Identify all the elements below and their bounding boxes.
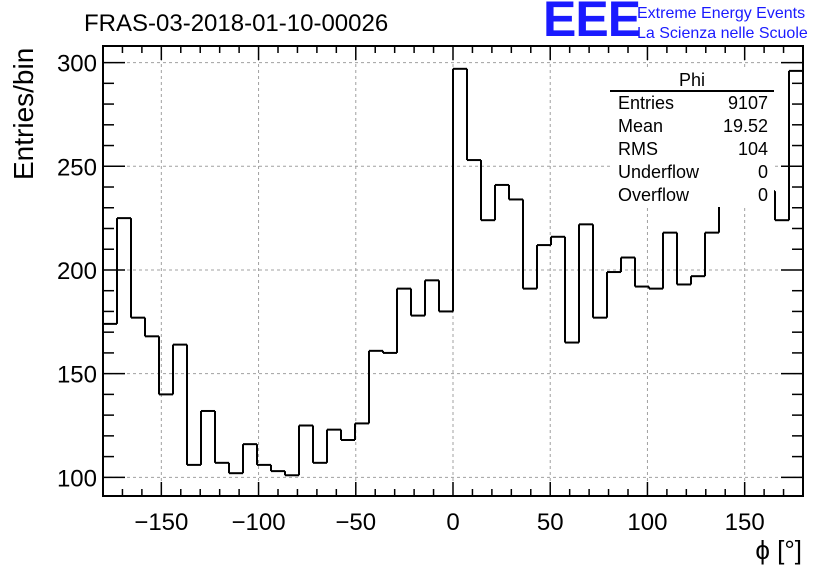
stats-row-mean: Mean 19.52	[610, 115, 774, 138]
y-tick-label: 150	[57, 362, 97, 389]
stats-row-entries: Entries 9107	[610, 92, 774, 115]
stats-label: Underflow	[618, 162, 700, 182]
eee-logo-line1: Extreme Energy Events	[637, 5, 806, 22]
x-tick-label: −100	[232, 509, 286, 536]
stats-value: 0	[757, 162, 768, 182]
x-tick-label: 0	[446, 509, 459, 536]
y-tick-label: 300	[57, 51, 97, 78]
stats-row-rms: RMS 104	[610, 138, 774, 161]
x-tick-label: −150	[134, 509, 188, 536]
stats-label: RMS	[618, 139, 658, 159]
stats-box: Phi Entries 9107 Mean 19.52 RMS 104 Underflow 0…	[610, 70, 774, 207]
stats-label: Overflow	[618, 185, 690, 205]
chart-title: FRAS-03-2018-01-10-00026	[84, 10, 389, 37]
stats-row-underflow: Underflow 0	[610, 161, 774, 184]
x-tick-label: 150	[725, 509, 765, 536]
stats-value: 19.52	[722, 116, 768, 136]
stats-rows: Entries 9107 Mean 19.52 RMS 104 Underflow 0 Over…	[610, 92, 774, 207]
eee-logo: EEE	[543, 0, 641, 47]
y-tick-label: 100	[57, 465, 97, 492]
stats-row-overflow: Overflow 0	[610, 184, 774, 207]
stats-value: 104	[737, 139, 768, 159]
x-tick-label: −50	[335, 509, 376, 536]
x-axis-label: ϕ [°]	[755, 535, 802, 565]
stats-title: Phi	[610, 70, 774, 92]
stats-label: Mean	[618, 116, 664, 136]
y-tick-label: 250	[57, 154, 97, 181]
x-tick-label: 100	[627, 509, 667, 536]
stats-value: 0	[757, 185, 768, 205]
x-tick-label: 50	[537, 509, 564, 536]
stats-label: Entries	[618, 93, 675, 113]
eee-logo-line2: La Scienza nelle Scuole	[637, 25, 808, 42]
y-tick-label: 200	[57, 258, 97, 285]
stats-value: 9107	[727, 93, 768, 113]
